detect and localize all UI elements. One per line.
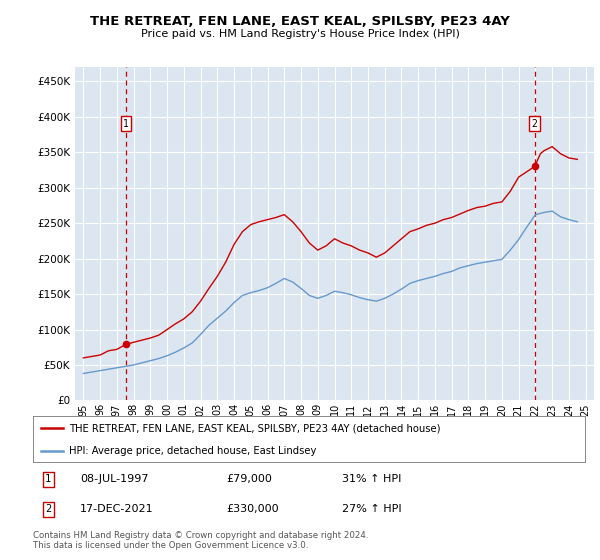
Text: 17-DEC-2021: 17-DEC-2021	[80, 505, 154, 515]
Text: THE RETREAT, FEN LANE, EAST KEAL, SPILSBY, PE23 4AY: THE RETREAT, FEN LANE, EAST KEAL, SPILSB…	[90, 15, 510, 28]
Text: Price paid vs. HM Land Registry's House Price Index (HPI): Price paid vs. HM Land Registry's House …	[140, 29, 460, 39]
Text: THE RETREAT, FEN LANE, EAST KEAL, SPILSBY, PE23 4AY (detached house): THE RETREAT, FEN LANE, EAST KEAL, SPILSB…	[69, 423, 440, 433]
Text: 08-JUL-1997: 08-JUL-1997	[80, 474, 148, 484]
Text: HPI: Average price, detached house, East Lindsey: HPI: Average price, detached house, East…	[69, 446, 316, 455]
Text: 1: 1	[45, 474, 52, 484]
Text: £79,000: £79,000	[226, 474, 272, 484]
Text: £330,000: £330,000	[226, 505, 279, 515]
Text: 31% ↑ HPI: 31% ↑ HPI	[342, 474, 401, 484]
Text: 27% ↑ HPI: 27% ↑ HPI	[342, 505, 402, 515]
Text: 2: 2	[45, 505, 52, 515]
Text: 1: 1	[123, 119, 129, 129]
Text: Contains HM Land Registry data © Crown copyright and database right 2024.
This d: Contains HM Land Registry data © Crown c…	[33, 531, 368, 550]
Text: 2: 2	[532, 119, 538, 129]
